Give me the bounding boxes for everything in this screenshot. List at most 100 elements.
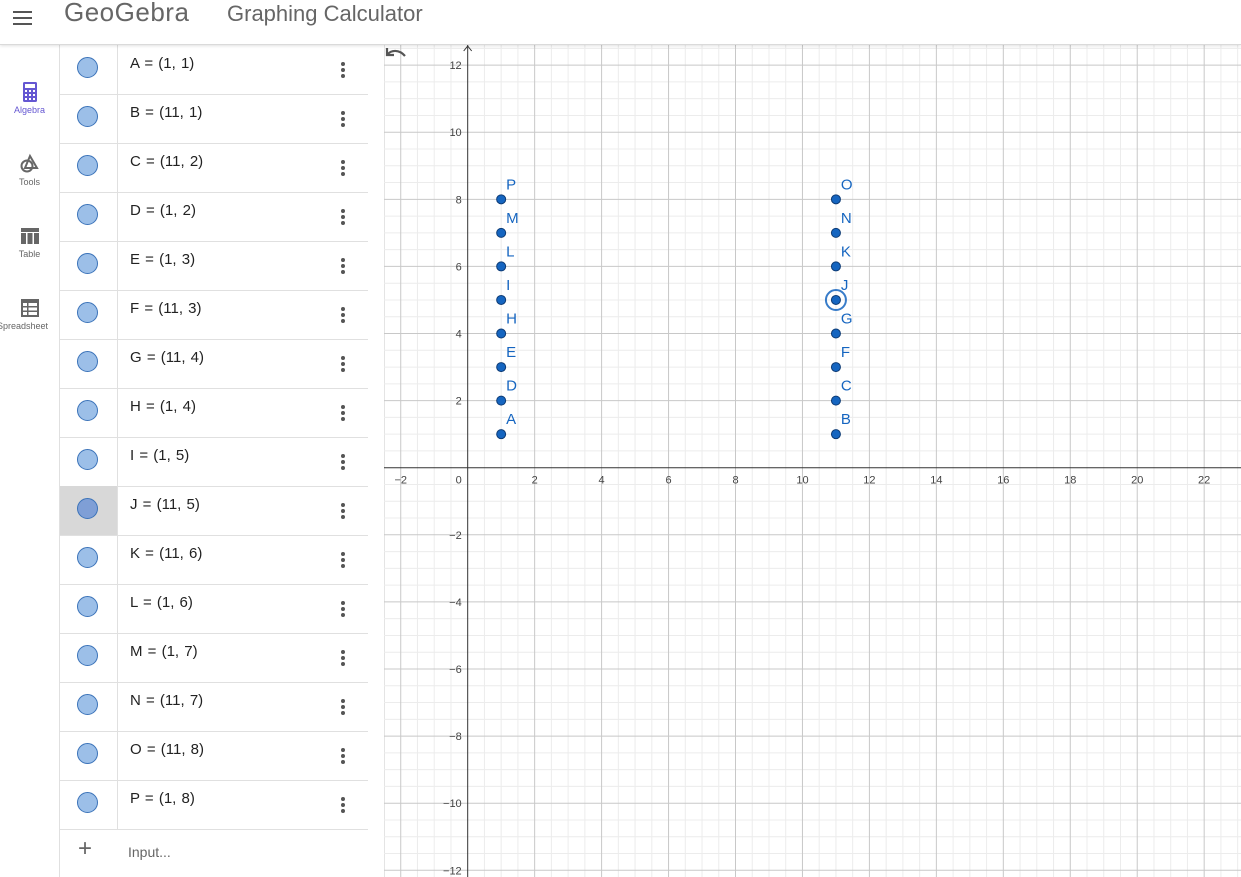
visibility-toggle-icon[interactable] [77, 792, 98, 813]
more-options-icon[interactable] [334, 696, 352, 718]
algebra-expression[interactable]: M = (1, 7) [130, 643, 198, 660]
algebra-row-C[interactable]: C = (11, 2) [60, 143, 368, 193]
visibility-toggle-icon[interactable] [77, 449, 98, 470]
algebra-row-D[interactable]: D = (1, 2) [60, 192, 368, 242]
algebra-row-N[interactable]: N = (11, 7) [60, 682, 368, 732]
point-label-D: D [506, 378, 517, 395]
graphics-view[interactable]: −2 0 2 4 6 8 10 12 14 16 18 20 22 12 10 8 6 4 2 −2 −4 −6 −8 −10… [384, 45, 1241, 877]
rail-item-table[interactable]: Table [0, 225, 59, 289]
algebra-expression[interactable]: D = (1, 2) [130, 202, 196, 219]
algebra-expression[interactable]: O = (11, 8) [130, 741, 204, 758]
algebra-view: A = (1, 1) B = (11, 1) C = (11, 2) D = (1, … [59, 45, 385, 877]
algebra-row-H[interactable]: H = (1, 4) [60, 388, 368, 438]
marble-cell [60, 535, 118, 584]
algebra-row-O[interactable]: O = (11, 8) [60, 731, 368, 781]
algebra-row-I[interactable]: I = (1, 5) [60, 437, 368, 487]
table-icon [19, 225, 41, 247]
point-I [497, 295, 506, 304]
more-options-icon[interactable] [334, 451, 352, 473]
algebra-row-K[interactable]: K = (11, 6) [60, 535, 368, 585]
algebra-row-F[interactable]: F = (11, 3) [60, 290, 368, 340]
visibility-toggle-icon[interactable] [77, 155, 98, 176]
undo-icon[interactable] [384, 45, 408, 63]
visibility-toggle-icon[interactable] [77, 351, 98, 372]
algebra-row-J[interactable]: J = (11, 5) [60, 486, 368, 536]
calculator-icon [20, 81, 40, 103]
more-options-icon[interactable] [334, 255, 352, 277]
point-label-F: F [841, 344, 850, 361]
algebra-expression[interactable]: C = (11, 2) [130, 153, 203, 170]
visibility-toggle-icon[interactable] [77, 596, 98, 617]
marble-cell [60, 731, 118, 780]
algebra-expression[interactable]: P = (1, 8) [130, 790, 195, 807]
more-options-icon[interactable] [334, 157, 352, 179]
app-header: GeoGebra Graphing Calculator [0, 0, 1241, 45]
rail-item-tools[interactable]: Tools [0, 153, 59, 217]
marble-cell [60, 339, 118, 388]
visibility-toggle-icon[interactable] [77, 302, 98, 323]
more-options-icon[interactable] [334, 353, 352, 375]
point-P [497, 195, 506, 204]
more-options-icon[interactable] [334, 304, 352, 326]
more-options-icon[interactable] [334, 598, 352, 620]
visibility-toggle-icon[interactable] [77, 253, 98, 274]
algebra-expression[interactable]: L = (1, 6) [130, 594, 193, 611]
more-options-icon[interactable] [334, 59, 352, 81]
visibility-toggle-icon[interactable] [77, 57, 98, 78]
more-options-icon[interactable] [334, 794, 352, 816]
algebra-expression[interactable]: B = (11, 1) [130, 104, 202, 121]
point-H [497, 329, 506, 338]
algebra-expression[interactable]: H = (1, 4) [130, 398, 196, 415]
algebra-row-A[interactable]: A = (1, 1) [60, 45, 368, 95]
more-options-icon[interactable] [334, 745, 352, 767]
add-icon[interactable]: + [78, 835, 92, 863]
more-options-icon[interactable] [334, 402, 352, 424]
point-label-E: E [506, 344, 516, 361]
rail-item-spreadsheet[interactable]: Spreadsheet [0, 297, 59, 361]
graph-canvas[interactable]: −2 0 2 4 6 8 10 12 14 16 18 20 22 12 10 8 6 4 2 −2 −4 −6 −8 −10… [384, 45, 1241, 877]
algebra-expression[interactable]: J = (11, 5) [130, 496, 200, 513]
visibility-toggle-icon[interactable] [77, 743, 98, 764]
algebra-row-L[interactable]: L = (1, 6) [60, 584, 368, 634]
algebra-row-E[interactable]: E = (1, 3) [60, 241, 368, 291]
spreadsheet-icon [19, 297, 41, 319]
x-tick-label: 4 [599, 475, 605, 487]
point-J [831, 295, 840, 304]
algebra-row-G[interactable]: G = (11, 4) [60, 339, 368, 389]
algebra-row-M[interactable]: M = (1, 7) [60, 633, 368, 683]
point-label-K: K [841, 243, 851, 260]
algebra-expression[interactable]: A = (1, 1) [130, 55, 194, 72]
algebra-row-B[interactable]: B = (11, 1) [60, 94, 368, 144]
visibility-toggle-icon[interactable] [77, 498, 98, 519]
more-options-icon[interactable] [334, 500, 352, 522]
hamburger-menu-icon[interactable] [10, 5, 36, 31]
marble-cell [60, 290, 118, 339]
visibility-toggle-icon[interactable] [77, 694, 98, 715]
rail-item-algebra[interactable]: Algebra [0, 81, 59, 145]
algebra-expression[interactable]: E = (1, 3) [130, 251, 195, 268]
visibility-toggle-icon[interactable] [77, 204, 98, 225]
algebra-expression[interactable]: K = (11, 6) [130, 545, 202, 562]
algebra-row-P[interactable]: P = (1, 8) [60, 780, 368, 830]
more-options-icon[interactable] [334, 206, 352, 228]
algebra-expression[interactable]: G = (11, 4) [130, 349, 204, 366]
algebra-input[interactable] [126, 840, 360, 864]
point-label-B: B [841, 411, 851, 428]
algebra-expression[interactable]: I = (1, 5) [130, 447, 189, 464]
visibility-toggle-icon[interactable] [77, 106, 98, 127]
algebra-expression[interactable]: F = (11, 3) [130, 300, 202, 317]
visibility-toggle-icon[interactable] [77, 645, 98, 666]
y-tick-label: −8 [449, 731, 462, 743]
more-options-icon[interactable] [334, 647, 352, 669]
more-options-icon[interactable] [334, 549, 352, 571]
point-N [831, 228, 840, 237]
x-tick-label: 18 [1064, 475, 1076, 487]
tools-icon [19, 153, 41, 175]
visibility-toggle-icon[interactable] [77, 400, 98, 421]
marble-cell [60, 584, 118, 633]
more-options-icon[interactable] [334, 108, 352, 130]
x-tick-label: 6 [665, 475, 671, 487]
algebra-input-row: + [60, 827, 368, 877]
algebra-expression[interactable]: N = (11, 7) [130, 692, 203, 709]
visibility-toggle-icon[interactable] [77, 547, 98, 568]
